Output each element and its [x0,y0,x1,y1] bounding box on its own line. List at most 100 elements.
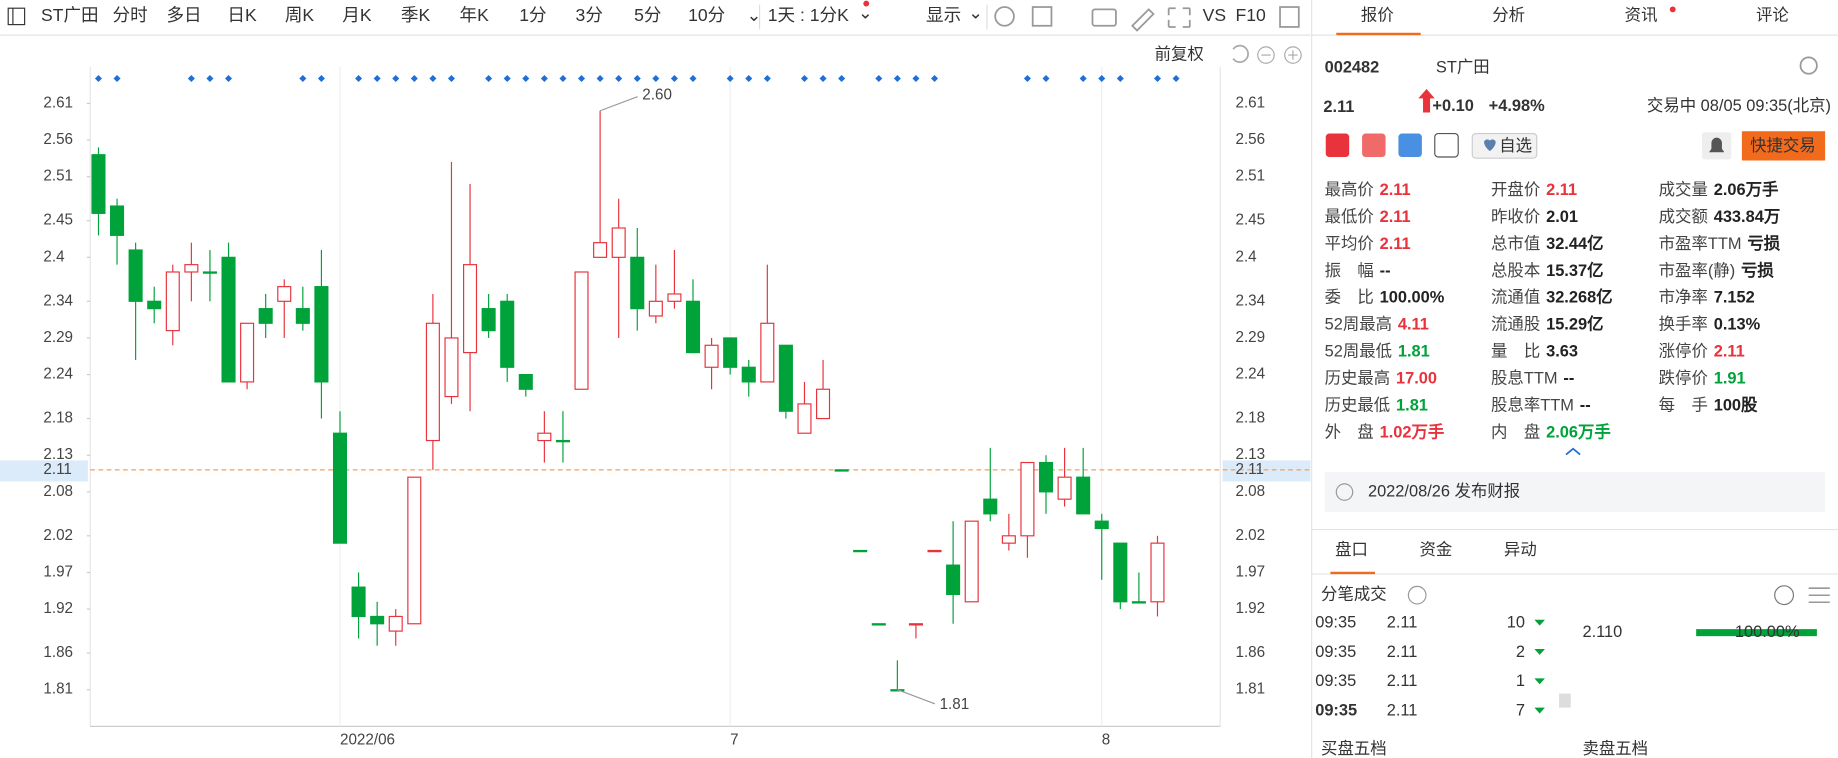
timeframe-tab[interactable]: 10分 [688,5,725,25]
watch-label[interactable]: 自选 [1499,137,1532,155]
candle-body[interactable] [1020,461,1035,537]
hot-icon[interactable] [1362,133,1386,157]
candle-body[interactable] [1094,520,1109,530]
sub-tab[interactable]: 异动 [1504,541,1537,559]
zoom-out-icon[interactable] [1257,46,1275,64]
timeframe-tab[interactable]: 多日 [166,5,201,25]
timeframe-tab[interactable]: 日K [227,5,257,25]
candle-body[interactable] [741,366,756,383]
candle-body[interactable] [295,308,310,324]
period-arrow[interactable]: ⌄ [858,3,873,23]
f10-button[interactable]: F10 [1235,5,1266,25]
notice-text[interactable]: 2022/08/26 发布财报 [1368,482,1520,500]
candle-body[interactable] [314,286,329,383]
candle-body[interactable] [407,476,422,625]
trade-button[interactable] [1741,131,1826,161]
candle-body[interactable] [1038,461,1054,493]
candle-body[interactable] [1076,476,1091,515]
flag-icon[interactable] [1325,133,1350,157]
candle-body[interactable] [221,256,236,383]
candle-body[interactable] [1057,476,1072,500]
candle-body[interactable] [537,432,552,442]
candle-body[interactable] [258,308,273,324]
display-button[interactable]: 显示 [926,5,961,25]
candle-body[interactable] [816,388,831,420]
notice-box[interactable] [1324,472,1826,512]
panel-tab[interactable]: 分析 [1492,7,1525,25]
panel-icon[interactable] [1279,6,1300,28]
candle-body[interactable] [463,264,478,354]
timeframe-tab[interactable]: ST广田 [41,5,99,25]
timeframe-tab[interactable]: 1分 [519,5,546,25]
panel-tab[interactable]: 评论 [1756,7,1789,25]
candle-body[interactable] [481,308,496,332]
sub-tab[interactable]: 盘口 [1335,540,1368,559]
settings-icon[interactable] [1799,56,1818,75]
dropdown-arrow[interactable]: ⌄ [747,5,762,25]
sub-tab[interactable]: 资金 [1420,541,1453,559]
candle-body[interactable] [871,623,886,626]
candle-body[interactable] [110,205,125,236]
zoom-in-icon[interactable] [1284,46,1302,64]
fullscreen-icon[interactable] [1167,7,1191,28]
candle-body[interactable] [518,374,533,390]
adjust-button[interactable]: 前复权 [1155,45,1204,63]
menu-icon[interactable] [7,7,26,26]
more-icon[interactable] [1774,585,1795,606]
candle-body[interactable] [927,549,942,553]
candle-body[interactable] [685,300,701,354]
panel-tab[interactable]: 资讯 [1625,7,1658,25]
camera-icon[interactable] [1091,8,1117,27]
timeframe-tab[interactable]: 周K [285,5,315,25]
candle-body[interactable] [240,322,255,383]
candle-body[interactable] [964,520,979,603]
candle-body[interactable] [147,300,162,310]
event-marker[interactable] [1098,74,1106,83]
candle-body[interactable] [555,439,570,443]
candle-body[interactable] [797,403,812,434]
timeframe-tab[interactable]: 5分 [634,5,661,25]
candle-body[interactable] [723,337,738,368]
timeframe-tab[interactable]: 年K [460,5,490,25]
timeframe-tab[interactable]: 月K [342,5,372,25]
candle-body[interactable] [908,623,923,626]
expand-icon[interactable] [1565,447,1581,456]
candle-body[interactable] [184,264,199,273]
list-icon[interactable] [1808,587,1830,603]
reset-icon[interactable] [1232,44,1249,63]
candle-body[interactable] [128,249,143,302]
period-select[interactable]: 1天 : 1分K [768,5,849,25]
candle-body[interactable] [574,271,589,390]
candle-body[interactable] [1150,542,1165,603]
timeframe-tab[interactable]: 季K [401,5,431,25]
checkbox-icon[interactable] [1031,6,1053,27]
candle-body[interactable] [853,549,868,553]
candle-body[interactable] [388,615,403,632]
candle-body[interactable] [91,154,106,214]
timeframe-tab[interactable]: 分时 [113,5,148,25]
candle-body[interactable] [704,344,719,368]
candle-body[interactable] [778,344,793,412]
pen-icon[interactable] [1131,8,1155,32]
candle-body[interactable] [983,498,998,515]
candle-body[interactable] [202,271,217,274]
candle-body[interactable] [593,242,608,258]
candle-body[interactable] [332,432,348,544]
panel-tab[interactable]: 报价 [1361,7,1394,25]
candle-body[interactable] [630,256,645,310]
candle-body[interactable] [611,227,626,258]
settings-icon[interactable] [994,6,1015,27]
candle-body[interactable] [500,300,515,368]
candle-body[interactable] [1113,542,1128,603]
vs-button[interactable]: VS [1203,5,1226,25]
candle-body[interactable] [648,300,663,317]
candle-body[interactable] [834,469,849,472]
candle-body[interactable] [760,322,775,383]
tag-icon[interactable] [1398,133,1422,157]
candle-body[interactable] [667,293,682,302]
candle-body[interactable] [370,615,385,625]
candle-body[interactable] [165,271,180,332]
candle-body[interactable] [277,286,292,302]
candle-body[interactable] [444,337,459,398]
candle-body[interactable] [1131,601,1146,604]
